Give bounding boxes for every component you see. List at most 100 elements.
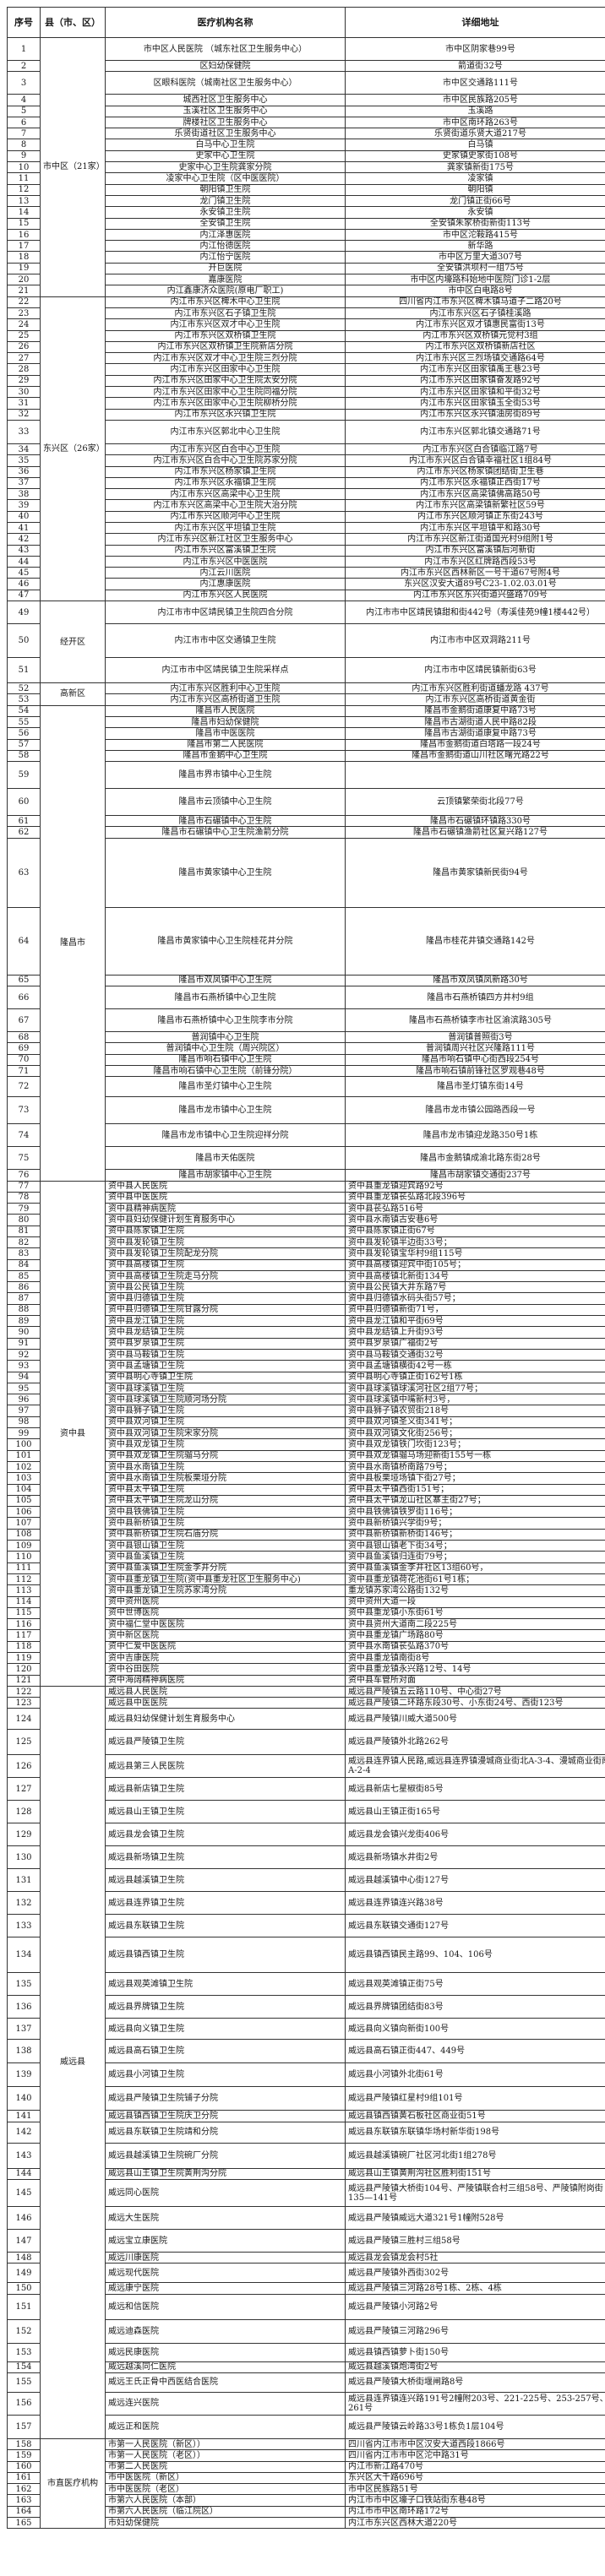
table-row: 62 隆昌市石碾镇中心卫生院渔箭分院 隆昌市石碾镇渔箭社区复兴路127号	[7, 826, 605, 839]
institution-address: 全安镇朱家桥街新街113号	[345, 217, 605, 230]
table-row: 81 资中县陈家镇卫生院 资中县陈家镇正街67号	[7, 1225, 605, 1238]
institution-name: 资中县高楼镇卫生院	[105, 1258, 346, 1271]
row-number: 155	[7, 2372, 41, 2393]
institution-name: 资中县龙江镇卫生院	[105, 1315, 346, 1328]
institution-address: 威远县龙会镇龙会村5社	[345, 2252, 605, 2264]
institution-address: 资中县新桥镇新桥街146号；	[345, 1528, 605, 1541]
table-row: 71 隆昌市响石镇中心卫生院（前锋分院） 隆昌市响石镇前锋社区罗观巷48号	[7, 1064, 605, 1078]
institution-name: 隆昌市云顶镇中心卫生院	[105, 788, 346, 817]
row-number: 85	[7, 1269, 41, 1283]
institution-name: 资中县高楼镇卫生院走马分院	[105, 1269, 346, 1283]
institution-name: 内江市东兴区白合中心卫生院苏家分院	[105, 454, 346, 467]
row-number: 140	[7, 2086, 41, 2111]
row-number: 81	[7, 1225, 41, 1238]
row-number: 151	[7, 2293, 41, 2320]
district-label: 东兴区（26家）	[40, 296, 106, 602]
row-number: 61	[7, 815, 41, 828]
row-number: 161	[7, 2471, 41, 2485]
institution-name: 内江市东兴区双桥镇卫生院新店分院	[105, 340, 346, 354]
table-row: 32 内江市东兴区永兴镇卫生院 内江市东兴区永兴镇油房街89号	[7, 408, 605, 421]
row-number: 62	[7, 826, 41, 839]
institution-name: 内江市市中区靖民镇卫生院采样点	[105, 657, 346, 684]
row-number: 7	[7, 128, 41, 140]
row-number: 100	[7, 1438, 41, 1451]
institution-name: 市妇幼保健院	[105, 2517, 346, 2530]
table-row: 152 威远迪森医院 威远县严陵镇三河路296号	[7, 2318, 605, 2344]
table-row: 153 威远民康医院 威远县镇西镇萝卜街150号	[7, 2342, 605, 2362]
institution-address	[345, 761, 605, 790]
table-row: 104 资中县太平镇卫生院 资中县太平镇西街151号；	[7, 1483, 605, 1496]
institution-address: 威远县新店七星椒街85号	[345, 1777, 605, 1802]
institution-name: 资中县公民镇卫生院	[105, 1281, 346, 1294]
row-number: 5	[7, 105, 41, 117]
table-row: 54 隆昌市 隆昌市人民医院 隆昌市金鹅街道康复中路73号	[7, 704, 605, 1182]
row-number: 68	[7, 1031, 41, 1044]
row-number: 1	[7, 37, 41, 61]
row-number: 162	[7, 2483, 41, 2496]
row-number: 67	[7, 1008, 41, 1033]
institution-address: 内江市东兴区永兴镇油房街89号	[345, 408, 605, 421]
institution-address: 隆昌市金鹅街道康复中路73号	[345, 704, 605, 717]
institution-name: 威远县高石镇卫生院	[105, 2039, 346, 2064]
institution-name: 威远大生医院	[105, 2206, 346, 2231]
institution-address: 隆昌市响石镇前锋社区罗观巷48号	[345, 1064, 605, 1078]
institution-name: 内江泽惠医院	[105, 228, 346, 242]
institution-name: 威远县山王镇卫生院	[105, 1800, 346, 1824]
table-row: 118 资中仁爱中医医院 资中县水南镇苌弘路370号	[7, 1640, 605, 1653]
institution-name: 内江鑫康济众医院(原电厂职工)	[105, 285, 346, 297]
institution-name: 资中县水南镇卫生院	[105, 1460, 346, 1474]
institution-address: 威远县严陵镇二环路东段30号、小东街24号、西街123号	[345, 1697, 605, 1709]
institution-name: 资中县重龙镇卫生院苏家湾分院	[105, 1584, 346, 1597]
row-number: 13	[7, 194, 41, 208]
row-number: 28	[7, 363, 41, 376]
row-number: 130	[7, 1845, 41, 1870]
district-label: 高新区	[40, 682, 106, 706]
table-row: 141 威远县镇西镇卫生院庆卫分院 威远县镇西镇黄石板社区商业街51号	[7, 2110, 605, 2122]
institution-address: 朝阳镇	[345, 183, 605, 196]
table-row: 61 隆昌市石碾镇中心卫生院 隆昌市石碾镇环镇路330号	[7, 815, 605, 828]
institution-address: 威远县小河镇外北街61号	[345, 2062, 605, 2088]
institution-address: 市中区民族路205号	[345, 94, 605, 106]
row-number: 137	[7, 2018, 41, 2041]
table-row: 134 威远县镇西镇卫生院 威远县镇西镇民主路99、104、106号	[7, 1937, 605, 1974]
row-number: 41	[7, 521, 41, 535]
row-number: 6	[7, 116, 41, 129]
row-number: 106	[7, 1506, 41, 1519]
table-row: 126 威远县第三人民医院 威远县连界镇人民路,威远县连界镇漫城商业街北A-3-4、…	[7, 1754, 605, 1779]
institution-address: 资中县孟塘镇横街42号一栋	[345, 1360, 605, 1372]
row-number: 70	[7, 1053, 41, 1066]
institution-name: 隆昌市人民医院	[105, 704, 346, 717]
row-number: 110	[7, 1551, 41, 1563]
institution-name: 资中县狮子镇卫生院	[105, 1405, 346, 1417]
table-row: 38 内江市东兴区高梁中心卫生院 内江市东兴区高梁镇佛高路50号	[7, 488, 605, 501]
row-number: 97	[7, 1405, 41, 1417]
row-number: 77	[7, 1180, 41, 1193]
institution-name: 威远县东联镇卫生院	[105, 1914, 346, 1938]
row-number: 49	[7, 601, 41, 625]
row-number: 55	[7, 715, 41, 729]
header-no: 序号	[7, 7, 41, 38]
institution-name: 嘉康医院	[105, 274, 346, 286]
institution-address: 资中县新桥镇兴学街9号；	[345, 1517, 605, 1530]
row-number: 148	[7, 2252, 41, 2264]
institution-name: 隆昌市响石镇中心卫生院（前锋分院）	[105, 1064, 346, 1078]
institution-address: 市中区阴家巷99号	[345, 37, 605, 61]
table-row: 125 威远县严陵镇卫生院 威远县严陵镇外北路262号	[7, 1729, 605, 1756]
institution-address: 威远县向义镇向新街100号	[345, 2018, 605, 2041]
institution-address: 威远县严陵镇威远大道321号1幢附528号	[345, 2206, 605, 2231]
row-number: 35	[7, 454, 41, 467]
institution-name: 威远县观英滩镇卫生院	[105, 1972, 346, 1997]
institution-address: 资中县水南镇桥南路79号；	[345, 1460, 605, 1474]
table-row: 149 威远现代医院 威远县严陵镇外西街302号	[7, 2263, 605, 2284]
institution-address: 东兴区大千路696号	[345, 2471, 605, 2485]
institution-name: 资中海阔精神病医院	[105, 1674, 346, 1687]
institution-name: 资中县双龙镇卫生院	[105, 1438, 346, 1451]
institution-name: 威远正和医院	[105, 2414, 346, 2439]
institution-address: 资中县发轮镇宝华村9组115号	[345, 1247, 605, 1260]
institution-name: 资中县归德镇卫生院	[105, 1292, 346, 1305]
row-number: 15	[7, 217, 41, 230]
row-number: 82	[7, 1236, 41, 1249]
table-row: 103 资中县水南镇卫生院板栗垭分院 资中县板栗垭场镇下街27号；	[7, 1472, 605, 1485]
institution-name: 威远王氏正骨中西医结合医院	[105, 2372, 346, 2393]
institution-name: 内江市东兴区高梁中心卫生院	[105, 488, 346, 501]
